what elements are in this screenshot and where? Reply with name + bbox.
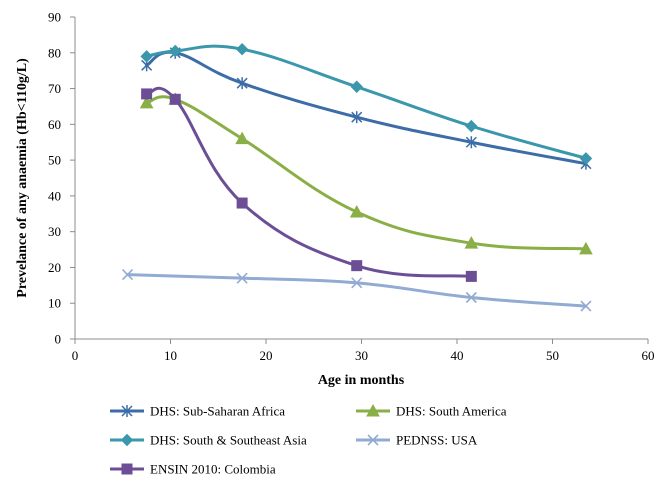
legend-entry-dhs-sub-saharan-africa: DHS: Sub-Saharan Africa (110, 404, 285, 419)
x-tick-label: 0 (72, 348, 79, 363)
legend-marker (367, 434, 379, 446)
legend-entry-dhs-south-southeast-asia: DHS: South & Southeast Asia (110, 433, 307, 448)
series-line-dhs-sub-saharan-africa (145, 50, 588, 166)
legend-marker (366, 403, 380, 417)
data-point-dhs-south-america (235, 131, 249, 145)
series-line-dhs-south-southeast-asia (145, 44, 588, 160)
y-tick-label: 80 (48, 45, 61, 60)
legend-marker (121, 463, 133, 475)
series-layer (121, 42, 593, 312)
data-point-dhs-sub-saharan-africa (465, 136, 477, 149)
x-tick-label: 20 (260, 348, 273, 363)
data-point-pednss-usa (236, 272, 248, 284)
y-tick-label: 30 (48, 224, 61, 239)
legend-label: DHS: South & Southeast Asia (150, 433, 307, 448)
data-point-pednss-usa (580, 300, 592, 312)
axes-layer (74, 17, 648, 340)
data-point-dhs-south-america (139, 95, 154, 109)
legend-label: DHS: Sub-Saharan Africa (150, 404, 285, 419)
legend-label: PEDNSS: USA (396, 433, 478, 448)
data-point-pednss-usa (121, 269, 134, 281)
y-tick-label: 20 (48, 260, 61, 275)
series-dhs-sub-saharan-africa (141, 46, 592, 170)
y-tick-label: 50 (48, 153, 61, 168)
legend-marker (121, 405, 133, 417)
data-point-dhs-south-southeast-asia (169, 44, 182, 58)
y-tick-label: 40 (48, 188, 61, 203)
legend-label: ENSIN 2010: Colombia (150, 462, 276, 477)
data-point-dhs-south-southeast-asia (579, 152, 593, 165)
data-point-ensin-2010-colombia (465, 270, 477, 282)
data-point-ensin-2010-colombia (141, 88, 153, 100)
data-point-dhs-south-america (349, 204, 364, 218)
legend: DHS: Sub-Saharan Africa DHS: South Americ… (110, 404, 507, 477)
series-pednss-usa (121, 269, 592, 312)
data-point-ensin-2010-colombia (169, 93, 181, 105)
legend-entry-pednss-usa: PEDNSS: USA (356, 433, 478, 448)
x-tick-label: 30 (355, 348, 368, 363)
x-tick-label: 10 (164, 348, 177, 363)
y-tick-label: 10 (48, 296, 61, 311)
legend-label: DHS: South America (396, 404, 507, 419)
y-axis-title: Prevelance of any anaemia (Hb<110g/L) (15, 58, 30, 298)
legend-entry-dhs-south-america: DHS: South America (356, 404, 507, 419)
y-tick-label: 60 (48, 117, 61, 132)
data-point-dhs-south-southeast-asia (140, 50, 153, 63)
x-tick-label: 60 (642, 348, 655, 363)
data-point-dhs-south-america (579, 241, 593, 255)
data-point-dhs-sub-saharan-africa (351, 111, 363, 124)
x-axis-title: Age in months (318, 373, 405, 388)
series-line-pednss-usa (126, 273, 588, 308)
data-point-pednss-usa (351, 277, 363, 289)
data-point-dhs-south-america (464, 236, 479, 249)
data-point-dhs-south-southeast-asia (350, 80, 363, 93)
data-point-dhs-south-southeast-asia (235, 42, 249, 56)
data-point-dhs-south-southeast-asia (465, 119, 478, 133)
data-point-ensin-2010-colombia (351, 260, 363, 272)
y-tick-label: 0 (55, 332, 62, 347)
series-dhs-south-southeast-asia (140, 42, 593, 165)
y-tick-label: 90 (48, 10, 61, 25)
data-point-dhs-sub-saharan-africa (236, 77, 248, 90)
series-dhs-south-america (139, 92, 593, 255)
x-tick-label: 50 (546, 348, 559, 363)
data-point-pednss-usa (465, 291, 477, 304)
data-point-ensin-2010-colombia (236, 197, 248, 209)
series-line-ensin-2010-colombia (145, 86, 473, 278)
x-tick-label: 40 (451, 348, 464, 363)
y-tick-label: 70 (48, 81, 61, 96)
legend-marker (120, 433, 134, 447)
legend-entry-ensin-2010-colombia: ENSIN 2010: Colombia (110, 462, 276, 477)
series-ensin-2010-colombia (141, 86, 477, 282)
ticks-layer: 0 10 20 30 40 50 60 0 10 20 30 40 50 60 70 80 90 (48, 10, 655, 364)
